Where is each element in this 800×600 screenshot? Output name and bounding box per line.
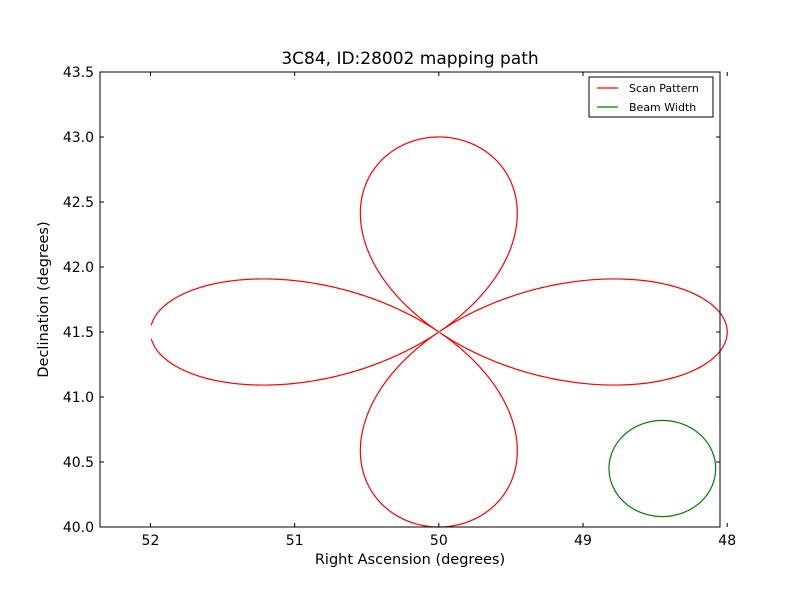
series-layer xyxy=(150,136,728,528)
axes-frame xyxy=(99,71,721,528)
axes-background xyxy=(100,72,720,527)
chart-title: 3C84, ID:28002 mapping path xyxy=(281,49,538,69)
x-tick-label: 50 xyxy=(430,533,448,549)
x-tick-label: 51 xyxy=(286,533,304,549)
y-tick-label: 42.5 xyxy=(63,195,94,211)
y-tick-label: 42.0 xyxy=(63,260,94,276)
legend-label-scan-pattern: Scan Pattern xyxy=(629,82,699,95)
x-axis-label: Right Ascension (degrees) xyxy=(315,552,505,568)
plot-area: 52 51 50 49 48 40.0 40.5 41.0 41.5 42.0 42.5 43.0 43… xyxy=(63,65,736,549)
y-tick-label: 40.0 xyxy=(63,520,94,536)
x-tick-label: 48 xyxy=(718,533,736,549)
ticks-layer: 52 51 50 49 48 40.0 40.5 41.0 41.5 42.0 42.5 43.0 43… xyxy=(63,65,736,549)
y-tick-label: 43.0 xyxy=(63,130,94,146)
y-tick-label: 41.0 xyxy=(63,390,94,406)
y-tick-label: 41.5 xyxy=(63,325,94,341)
y-tick-label: 40.5 xyxy=(63,455,94,471)
legend: Scan Pattern Beam Width xyxy=(588,76,714,118)
y-tick-label: 43.5 xyxy=(63,65,94,81)
x-tick-label: 49 xyxy=(574,533,592,549)
scan-pattern-line xyxy=(150,136,728,528)
x-tick-label: 52 xyxy=(142,533,160,549)
legend-label-beam-width: Beam Width xyxy=(629,101,696,114)
y-axis-label: Declination (degrees) xyxy=(36,221,52,377)
legend-box xyxy=(588,76,714,118)
beam-width-circle xyxy=(608,419,717,518)
